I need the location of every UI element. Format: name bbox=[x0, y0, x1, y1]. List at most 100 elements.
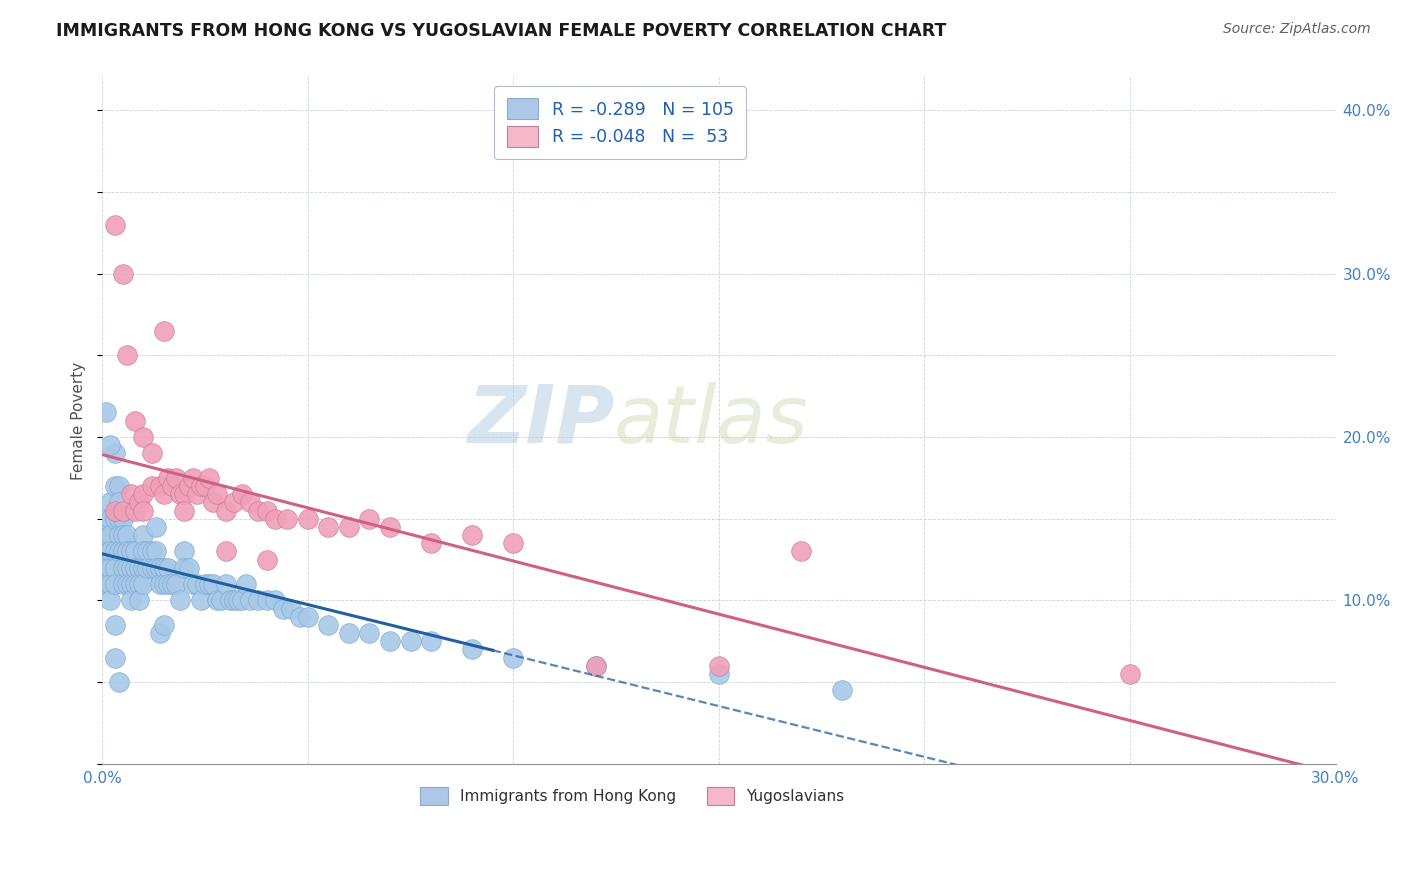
Point bbox=[100, 511, 122, 525]
Point bbox=[707, 667, 730, 681]
Legend: Immigrants from Hong Kong, Yugoslavians: Immigrants from Hong Kong, Yugoslavians bbox=[412, 778, 853, 814]
Point bbox=[318, 618, 340, 632]
Point bbox=[218, 593, 240, 607]
Point bbox=[318, 520, 340, 534]
Point bbox=[153, 560, 176, 574]
Point bbox=[153, 577, 176, 591]
Point bbox=[107, 528, 129, 542]
Point bbox=[132, 430, 155, 444]
Point bbox=[1119, 667, 1142, 681]
Point bbox=[149, 626, 172, 640]
Point bbox=[239, 593, 262, 607]
Point bbox=[420, 634, 443, 648]
Point bbox=[128, 560, 150, 574]
Point bbox=[145, 520, 167, 534]
Point bbox=[247, 593, 270, 607]
Point bbox=[141, 544, 163, 558]
Point bbox=[214, 544, 236, 558]
Text: Source: ZipAtlas.com: Source: ZipAtlas.com bbox=[1223, 22, 1371, 37]
Point bbox=[264, 511, 287, 525]
Point bbox=[420, 536, 443, 550]
Point bbox=[124, 544, 146, 558]
Point bbox=[280, 601, 302, 615]
Point bbox=[115, 577, 138, 591]
Point bbox=[297, 511, 319, 525]
Point bbox=[128, 495, 150, 509]
Point bbox=[160, 577, 183, 591]
Point bbox=[276, 511, 298, 525]
Point bbox=[247, 503, 270, 517]
Point bbox=[256, 503, 278, 517]
Point bbox=[214, 577, 236, 591]
Point bbox=[222, 593, 245, 607]
Point bbox=[141, 479, 163, 493]
Point bbox=[145, 560, 167, 574]
Point bbox=[132, 560, 155, 574]
Point bbox=[96, 528, 118, 542]
Point bbox=[359, 626, 381, 640]
Point bbox=[111, 267, 134, 281]
Point bbox=[115, 560, 138, 574]
Point bbox=[198, 577, 221, 591]
Point bbox=[502, 650, 524, 665]
Point bbox=[136, 544, 159, 558]
Point bbox=[120, 544, 142, 558]
Point bbox=[198, 471, 221, 485]
Point bbox=[461, 642, 484, 657]
Point bbox=[111, 503, 134, 517]
Point bbox=[124, 560, 146, 574]
Point bbox=[153, 487, 176, 501]
Point bbox=[100, 528, 122, 542]
Point bbox=[115, 544, 138, 558]
Point bbox=[190, 593, 212, 607]
Point bbox=[149, 577, 172, 591]
Point bbox=[111, 577, 134, 591]
Point bbox=[103, 560, 125, 574]
Point bbox=[141, 446, 163, 460]
Point bbox=[222, 495, 245, 509]
Point bbox=[111, 528, 134, 542]
Point bbox=[226, 593, 249, 607]
Point bbox=[707, 658, 730, 673]
Point bbox=[194, 577, 217, 591]
Point bbox=[120, 487, 142, 501]
Point bbox=[149, 479, 172, 493]
Point bbox=[461, 528, 484, 542]
Point bbox=[173, 487, 195, 501]
Point bbox=[235, 577, 257, 591]
Point bbox=[186, 577, 208, 591]
Point bbox=[96, 577, 118, 591]
Point bbox=[103, 511, 125, 525]
Point bbox=[288, 609, 311, 624]
Point bbox=[337, 626, 360, 640]
Point bbox=[194, 479, 217, 493]
Point bbox=[173, 560, 195, 574]
Text: atlas: atlas bbox=[614, 382, 808, 459]
Point bbox=[100, 560, 122, 574]
Point bbox=[156, 560, 179, 574]
Point bbox=[103, 577, 125, 591]
Point bbox=[165, 577, 187, 591]
Text: IMMIGRANTS FROM HONG KONG VS YUGOSLAVIAN FEMALE POVERTY CORRELATION CHART: IMMIGRANTS FROM HONG KONG VS YUGOSLAVIAN… bbox=[56, 22, 946, 40]
Point bbox=[297, 609, 319, 624]
Point bbox=[100, 593, 122, 607]
Point bbox=[96, 560, 118, 574]
Text: ZIP: ZIP bbox=[467, 382, 614, 459]
Point bbox=[136, 560, 159, 574]
Point bbox=[111, 560, 134, 574]
Point bbox=[502, 536, 524, 550]
Point bbox=[153, 618, 176, 632]
Point bbox=[96, 405, 118, 419]
Point bbox=[585, 658, 607, 673]
Point bbox=[186, 487, 208, 501]
Point bbox=[165, 471, 187, 485]
Point bbox=[256, 552, 278, 566]
Point bbox=[173, 544, 195, 558]
Point bbox=[103, 544, 125, 558]
Point bbox=[214, 503, 236, 517]
Point bbox=[103, 650, 125, 665]
Point bbox=[103, 503, 125, 517]
Point bbox=[145, 544, 167, 558]
Point bbox=[120, 560, 142, 574]
Point bbox=[231, 593, 253, 607]
